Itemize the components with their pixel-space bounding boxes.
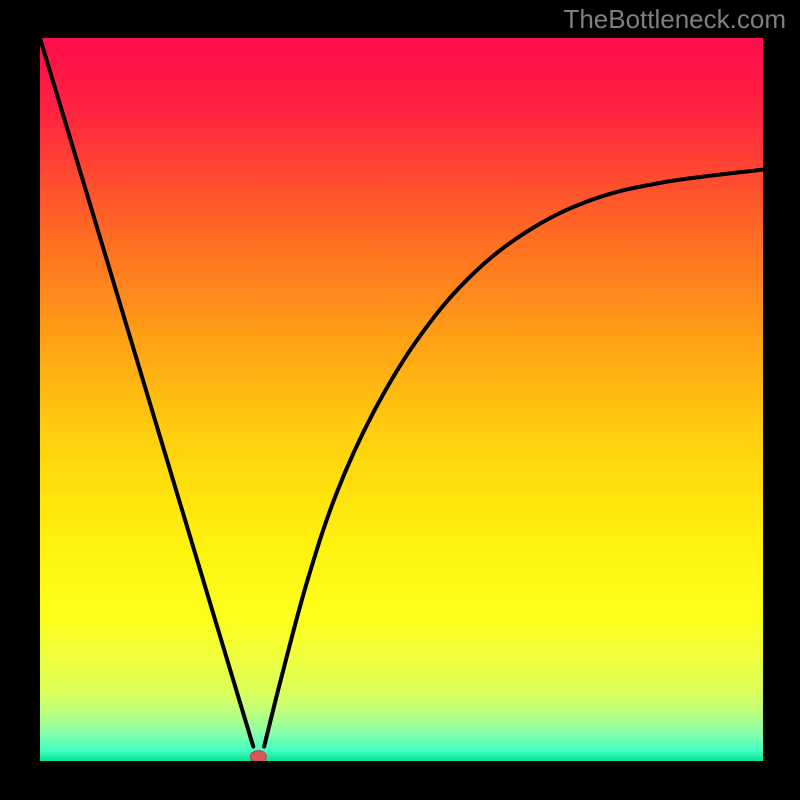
chart-svg <box>40 38 763 761</box>
plot-area <box>40 38 763 761</box>
optimal-marker <box>250 751 266 761</box>
watermark-text: TheBottleneck.com <box>563 4 786 35</box>
figure-root: TheBottleneck.com <box>0 0 800 800</box>
